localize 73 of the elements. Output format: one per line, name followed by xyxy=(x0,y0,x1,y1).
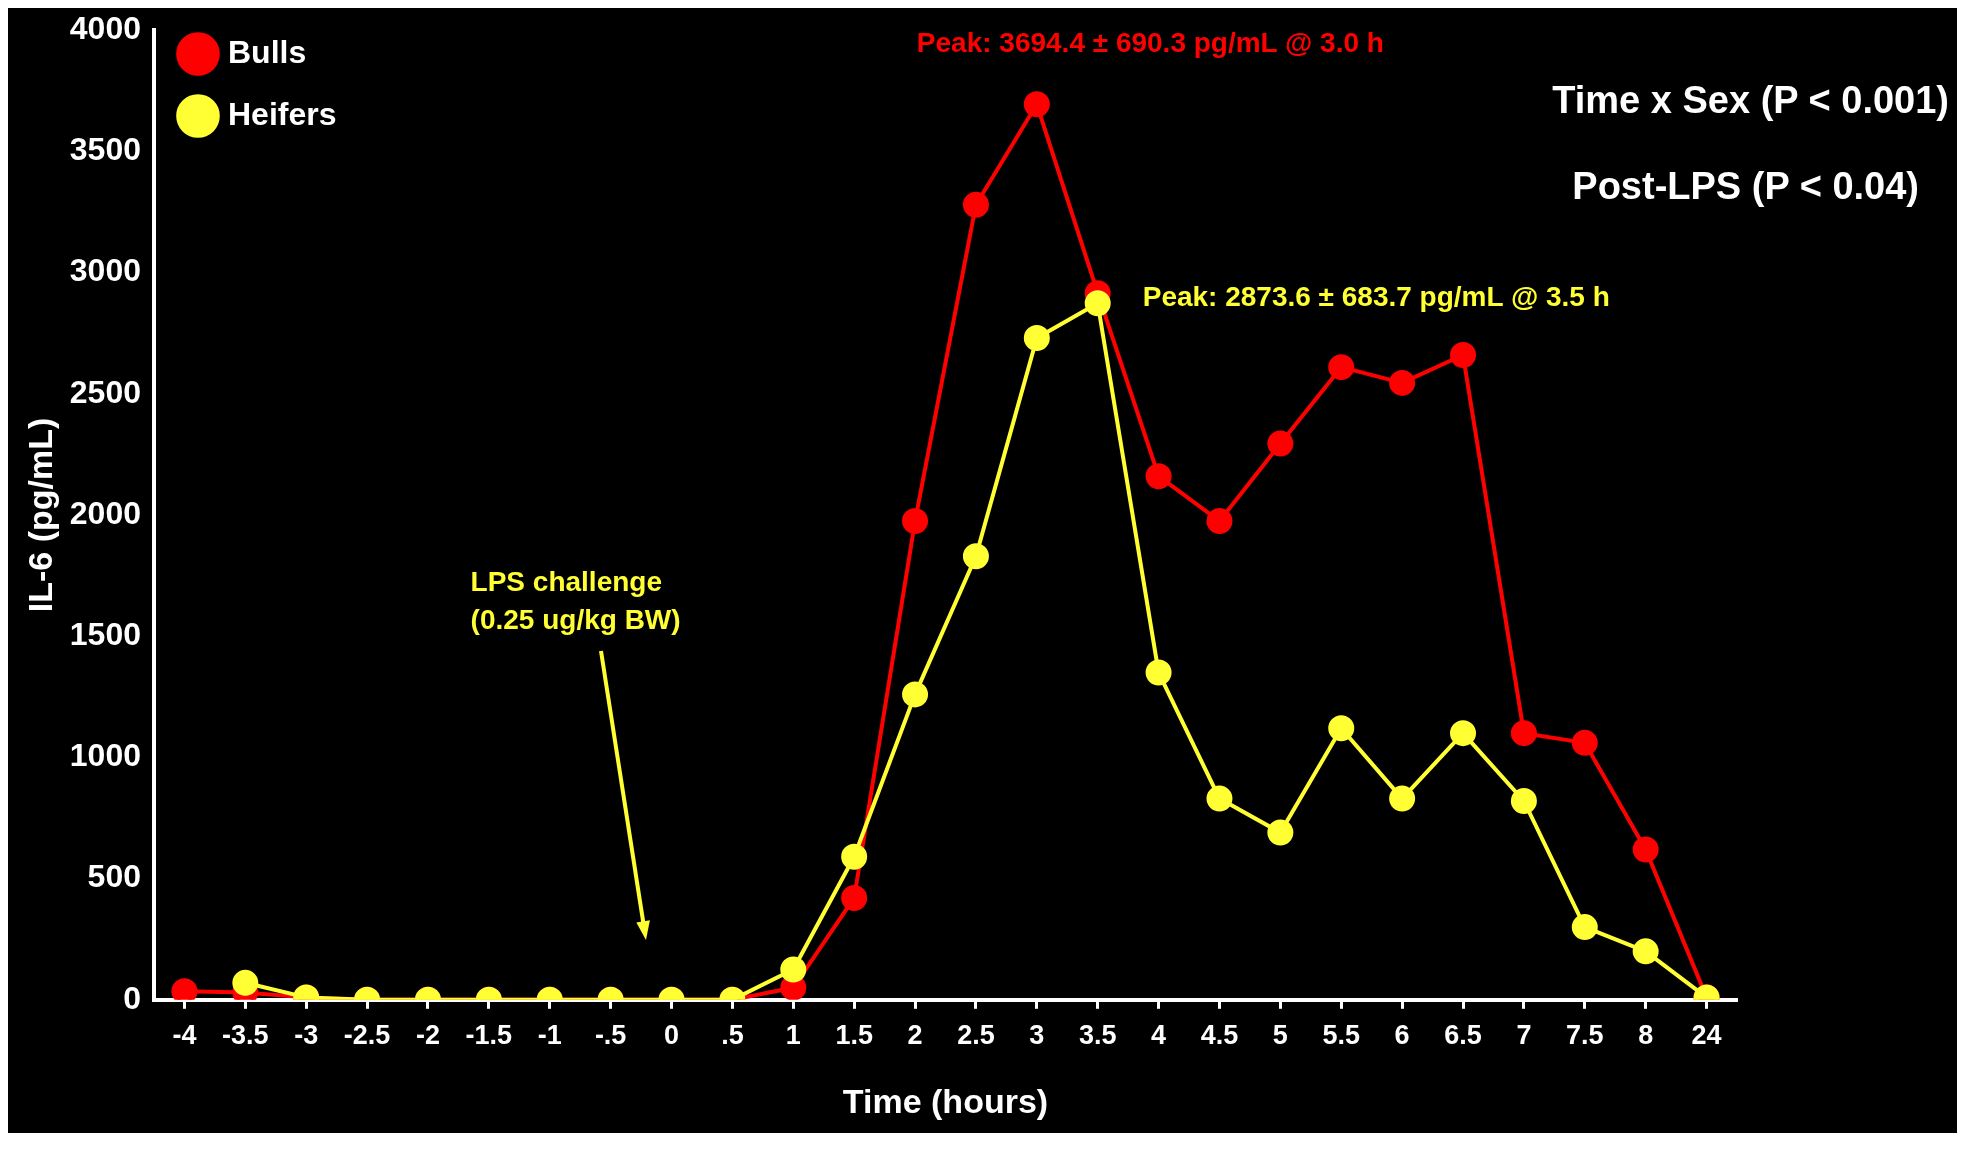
point xyxy=(1450,720,1477,747)
y-tick-label: 0 xyxy=(123,979,141,1016)
point xyxy=(1571,914,1598,941)
y-tick-label: 1500 xyxy=(69,616,141,653)
point xyxy=(1510,788,1537,815)
x-tick-label: 1 xyxy=(785,1020,801,1051)
y-tick-label: 1000 xyxy=(69,737,141,774)
legend-label: Bulls xyxy=(227,33,307,70)
x-tick-label: -4 xyxy=(172,1020,197,1051)
x-tick-label: 0 xyxy=(664,1020,680,1051)
annotation: Time x Sex (P < 0.001) xyxy=(1552,79,1949,122)
point xyxy=(962,543,989,570)
y-tick-label: 3000 xyxy=(69,252,141,289)
x-tick-label: 4.5 xyxy=(1200,1020,1239,1051)
point xyxy=(1023,325,1050,352)
point xyxy=(1510,720,1537,747)
point xyxy=(902,681,929,708)
legend-label: Heifers xyxy=(227,95,337,132)
point xyxy=(780,956,807,983)
annotation: Peak: 2873.6 ± 683.7 pg/mL @ 3.5 h xyxy=(1142,280,1610,312)
x-axis-title: Time (hours) xyxy=(842,1081,1049,1120)
point xyxy=(1328,715,1355,742)
point xyxy=(1084,290,1111,317)
point xyxy=(1145,659,1172,686)
point xyxy=(841,884,868,911)
point xyxy=(1389,369,1416,396)
x-tick-label: 2 xyxy=(907,1020,923,1051)
point xyxy=(1632,836,1659,863)
y-axis-title: IL-6 (pg/mL) xyxy=(20,417,59,613)
x-tick-label: 2.5 xyxy=(957,1020,995,1051)
x-tick-label: -1.5 xyxy=(465,1020,513,1051)
x-tick-label: -.5 xyxy=(594,1020,627,1051)
x-tick-label: 3.5 xyxy=(1078,1020,1117,1051)
point xyxy=(232,969,259,996)
point xyxy=(1632,938,1659,965)
x-tick-label: 1.5 xyxy=(835,1020,873,1051)
x-tick-label: 5.5 xyxy=(1322,1020,1361,1051)
x-tick-label: 6 xyxy=(1394,1020,1410,1051)
y-tick-label: 500 xyxy=(87,858,141,895)
annotation: LPS challenge (0.25 ug/kg BW) xyxy=(470,565,681,635)
x-tick-label: -2.5 xyxy=(343,1020,391,1051)
x-tick-label: 8 xyxy=(1638,1020,1654,1051)
x-tick-label: 7 xyxy=(1516,1020,1532,1051)
x-tick-label: 3 xyxy=(1029,1020,1045,1051)
point xyxy=(1206,508,1233,535)
y-tick-label: 2500 xyxy=(69,373,141,410)
x-tick-label: 6.5 xyxy=(1444,1020,1482,1051)
y-tick-label: 3500 xyxy=(69,131,141,168)
y-tick-label: 4000 xyxy=(69,10,141,47)
point xyxy=(1571,729,1598,756)
x-tick-label: 24 xyxy=(1691,1020,1722,1051)
annotation: Peak: 3694.4 ± 690.3 pg/mL @ 3.0 h xyxy=(916,27,1384,58)
point xyxy=(1450,342,1477,369)
point xyxy=(1267,819,1294,846)
point xyxy=(841,843,868,870)
x-tick-label: -3.5 xyxy=(222,1020,269,1051)
x-tick-label: .5 xyxy=(721,1020,744,1051)
point xyxy=(902,508,929,535)
point xyxy=(1145,463,1172,490)
x-tick-label: -2 xyxy=(415,1020,440,1051)
x-tick-label: 4 xyxy=(1151,1020,1167,1051)
annotation: Post-LPS (P < 0.04) xyxy=(1572,165,1919,208)
point xyxy=(1389,785,1416,812)
point xyxy=(1267,430,1294,457)
x-tick-label: -3 xyxy=(294,1020,319,1051)
point xyxy=(1206,785,1233,812)
point xyxy=(1023,91,1050,118)
x-tick-label: 7.5 xyxy=(1566,1020,1604,1051)
x-tick-label: 5 xyxy=(1272,1020,1288,1051)
x-tick-label: -1 xyxy=(537,1020,562,1051)
y-tick-label: 2000 xyxy=(69,494,141,531)
point xyxy=(962,191,989,218)
point xyxy=(1328,354,1355,381)
